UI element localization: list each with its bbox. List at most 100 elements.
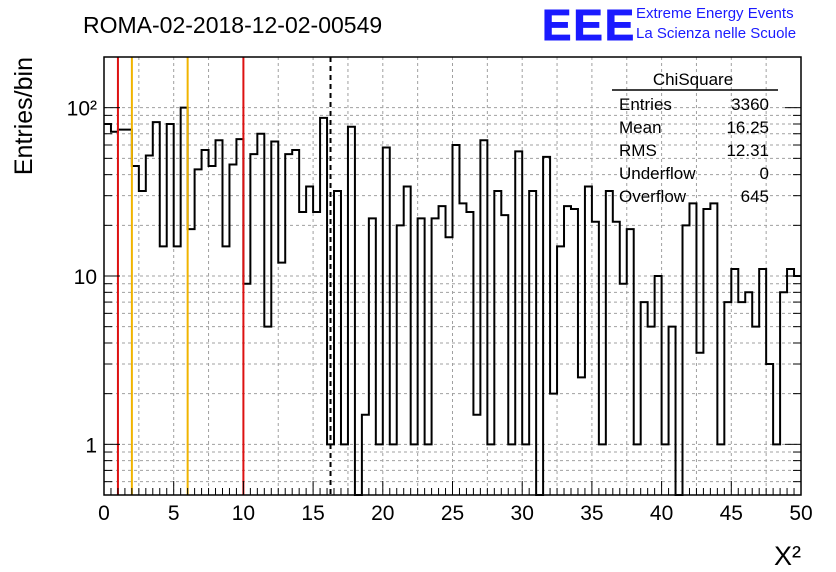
histogram-bin (487, 444, 494, 495)
histogram-bin (773, 444, 780, 495)
histogram-bin (494, 191, 501, 495)
histogram-bin (202, 150, 209, 495)
x-tick-label: 0 (98, 502, 110, 525)
histogram-bin (125, 130, 132, 495)
histogram-bin (515, 151, 522, 495)
histogram-bin (383, 147, 390, 495)
histogram-bin (306, 187, 313, 495)
x-tick-label: 15 (301, 502, 324, 525)
stats-label: RMS (619, 141, 657, 160)
histogram-bin (613, 222, 620, 495)
stats-value: 12.31 (726, 141, 769, 160)
histogram-bin (550, 394, 557, 495)
histogram-bin (710, 203, 717, 495)
histogram-bin (662, 444, 669, 495)
histogram-bin (446, 237, 453, 495)
x-tick-label: 40 (650, 502, 673, 525)
histogram-bin (222, 246, 229, 495)
histogram-bin (683, 225, 690, 495)
histogram-bin (599, 444, 606, 495)
histogram-bin (508, 444, 515, 495)
histogram-bin (480, 140, 487, 495)
histogram-bin (766, 364, 773, 495)
x-tick-label: 10 (232, 502, 255, 525)
histogram-bin (439, 206, 446, 495)
histogram-bin (334, 191, 341, 495)
x-tick-label: 20 (371, 502, 394, 525)
histogram-bin (787, 269, 794, 495)
histogram-bin (369, 218, 376, 495)
histogram-bin (313, 212, 320, 495)
histogram-bars (104, 106, 801, 496)
x-tick-label: 35 (580, 502, 603, 525)
histogram-bin (745, 292, 752, 495)
stats-label: Entries (619, 95, 672, 114)
histogram-bin (104, 124, 111, 495)
histogram-bin (188, 229, 195, 495)
eee-logo: EEE (542, 1, 636, 50)
histogram-bin (473, 415, 480, 495)
histogram-bin (250, 154, 257, 495)
histogram-bin (139, 191, 146, 495)
histogram-bin (292, 150, 299, 495)
histogram-bin (578, 377, 585, 495)
histogram-bin (620, 284, 627, 495)
histogram-bin (648, 327, 655, 495)
histogram-bin (195, 169, 202, 495)
histogram-bin (153, 122, 160, 495)
histogram-bin (257, 134, 264, 495)
histogram-bin (216, 140, 223, 495)
y-tick-label: 1 (85, 434, 97, 457)
histogram-bin (571, 209, 578, 495)
y-axis-ticks: 1 10 10² (67, 56, 801, 496)
x-axis-ticks: 0 5 10 15 20 25 30 35 40 45 50 (98, 481, 813, 525)
histogram-bin (132, 166, 139, 495)
x-tick-label: 25 (441, 502, 464, 525)
histogram-bin (557, 246, 564, 495)
histogram-bin (466, 212, 473, 495)
histogram-bin (543, 157, 550, 495)
histogram-bin (390, 444, 397, 495)
logo-line-2: La Scienza nelle Scuole (636, 25, 796, 42)
histogram-outline (104, 106, 801, 496)
histogram-bin (634, 444, 641, 495)
histogram-bin (320, 118, 327, 495)
x-tick-label: 50 (789, 502, 812, 525)
histogram-bin (696, 353, 703, 495)
stats-label: Mean (619, 118, 662, 137)
histogram-bin (459, 203, 466, 495)
histogram-bin (432, 218, 439, 495)
histogram-bin (724, 302, 731, 495)
histogram-bin (362, 415, 369, 495)
histogram-bin (181, 108, 188, 495)
histogram-bin (264, 327, 271, 495)
histogram-bin (759, 269, 766, 495)
chart-title: ROMA-02-2018-12-02-00549 (83, 12, 382, 38)
histogram-bin (501, 215, 508, 495)
histogram-bin (689, 203, 696, 495)
histogram-bin (669, 327, 676, 495)
y-tick-label: 10² (67, 98, 97, 121)
histogram-bin (229, 164, 236, 495)
logo-line-1: Extreme Energy Events (636, 5, 794, 22)
histogram-bin (278, 263, 285, 495)
histogram-bin (118, 130, 125, 495)
stats-value: 16.25 (726, 118, 769, 137)
histogram-bin (453, 145, 460, 495)
histogram-bin (425, 444, 432, 495)
histogram-bin (564, 206, 571, 495)
histogram-bin (738, 302, 745, 495)
histogram-bin (641, 302, 648, 495)
stats-label: Overflow (619, 187, 687, 206)
histogram-bin (348, 127, 355, 495)
histogram-bin (731, 269, 738, 495)
stats-label: Underflow (619, 164, 696, 183)
histogram-bin (717, 444, 724, 495)
histogram-bin (627, 229, 634, 495)
histogram-bin (236, 139, 243, 495)
x-tick-label: 30 (511, 502, 534, 525)
histogram-bin (285, 154, 292, 495)
histogram-bin (376, 444, 383, 495)
stats-value: 0 (760, 164, 769, 183)
